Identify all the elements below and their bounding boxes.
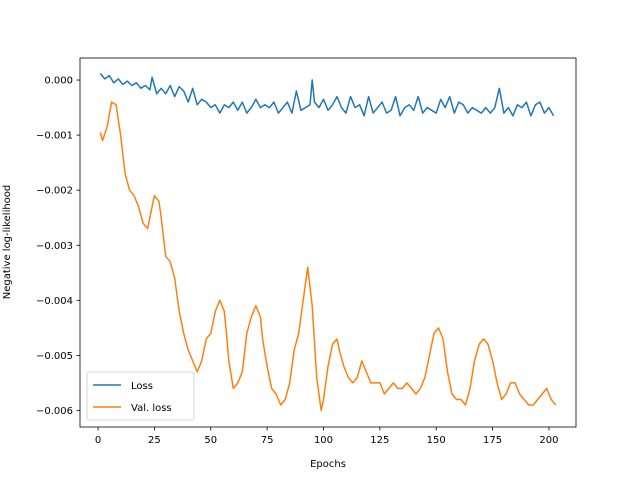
x-tick-label: 125 — [370, 435, 389, 446]
x-tick-label: 0 — [95, 435, 101, 446]
x-tick-label: 150 — [427, 435, 446, 446]
plot-frame — [79, 57, 577, 428]
y-tick-label: −0.001 — [36, 131, 73, 142]
legend-label-val-loss: Val. loss — [131, 403, 172, 414]
y-tick-label: −0.005 — [36, 351, 73, 362]
x-axis-label: Epochs — [310, 459, 346, 470]
series-line-val-loss — [99, 101, 557, 412]
y-tick-label: −0.003 — [36, 241, 73, 252]
legend-label-loss: Loss — [131, 381, 153, 392]
x-tick-label: 25 — [148, 435, 161, 446]
y-axis-label: Negative log-likelihood — [2, 185, 13, 300]
x-tick-label: 200 — [539, 435, 558, 446]
x-tick-label: 100 — [314, 435, 333, 446]
y-tick-label: 0.000 — [44, 76, 73, 87]
x-tick-label: 50 — [204, 435, 217, 446]
x-tick-label: 75 — [261, 435, 274, 446]
y-tick-label: −0.002 — [36, 186, 73, 197]
y-axis: 0.000 −0.001 −0.002 −0.003 −0.004 −0.005 −0.00… — [36, 76, 80, 417]
y-tick-label: −0.004 — [36, 296, 73, 307]
legend: Loss Val. loss — [86, 371, 195, 421]
series-layer — [99, 72, 557, 412]
x-tick-label: 175 — [483, 435, 502, 446]
legend-box — [86, 371, 195, 421]
series-line-loss — [99, 72, 555, 117]
y-tick-label: −0.006 — [36, 406, 73, 417]
x-axis: 0 25 50 75 100 125 150 175 200 — [95, 427, 558, 446]
